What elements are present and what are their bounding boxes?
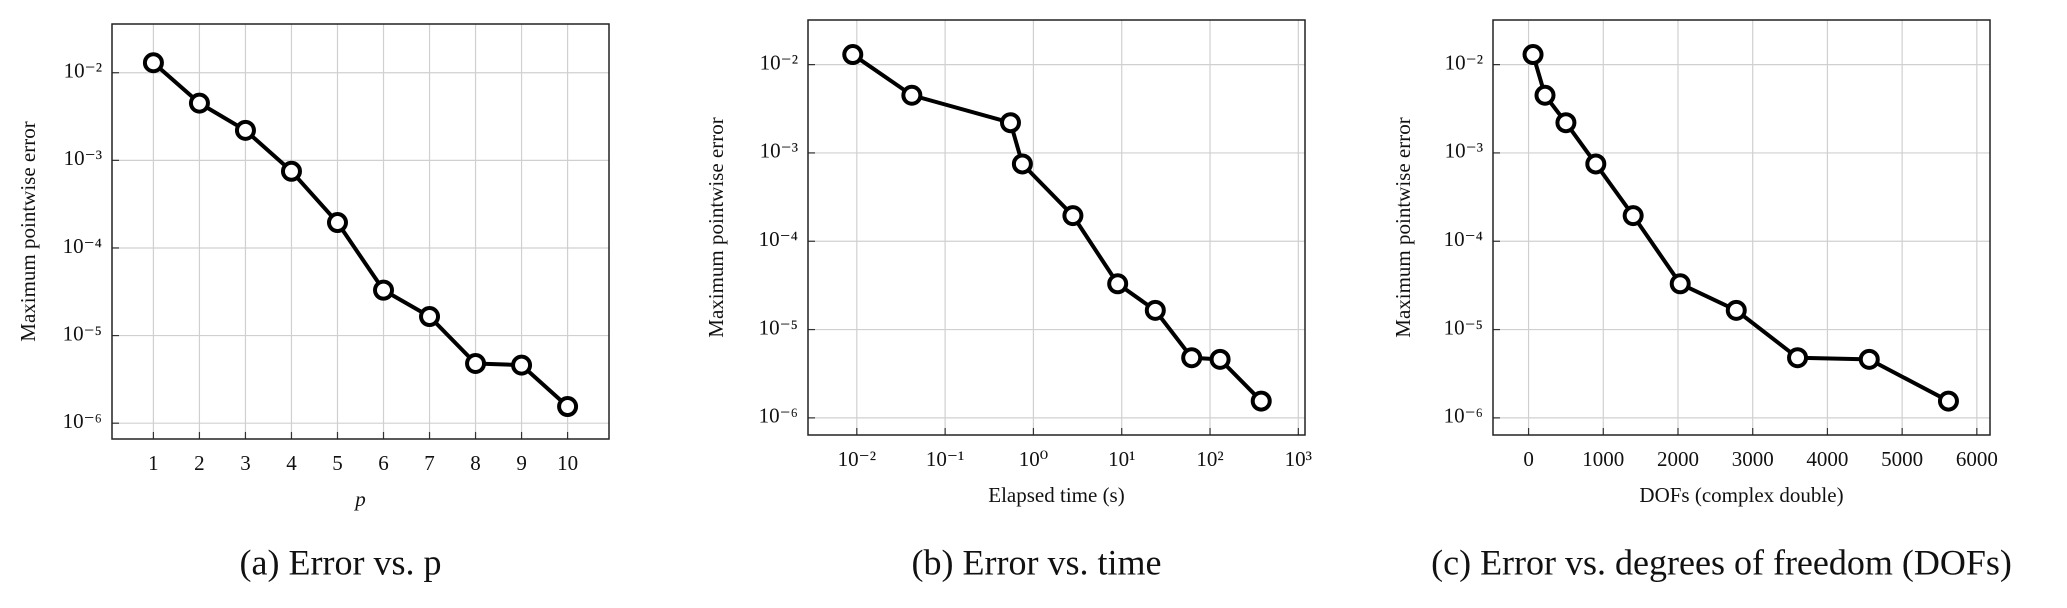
data-marker [419, 306, 441, 328]
y-tick-label: 10⁻⁵ [63, 321, 102, 345]
data-marker [1209, 348, 1231, 370]
y-tick-label: 10⁻⁴ [1444, 227, 1483, 251]
y-tick-label: 10⁻⁶ [63, 409, 102, 433]
x-axis-label: Elapsed time (s) [988, 483, 1124, 507]
data-marker [1181, 347, 1203, 369]
data-marker [1534, 84, 1556, 106]
data-marker [1725, 299, 1747, 321]
data-marker [901, 84, 923, 106]
data-marker [1107, 273, 1129, 295]
data-marker [280, 160, 302, 182]
data-marker [142, 52, 164, 74]
data-marker [557, 396, 579, 418]
y-tick-label: 10⁻³ [760, 139, 798, 163]
x-tick-label: 10 [557, 451, 578, 475]
x-tick-label: 8 [470, 451, 481, 475]
data-marker [1669, 273, 1691, 295]
y-axis-label: Maximum pointwise error [704, 117, 728, 337]
plot-frame [1492, 19, 1991, 436]
x-tick-label: 10² [1196, 447, 1223, 471]
x-tick-label: 6000 [1956, 447, 1998, 471]
data-marker [1787, 347, 1809, 369]
y-tick-label: 10⁻⁵ [759, 315, 798, 339]
x-tick-label: 1000 [1582, 447, 1624, 471]
data-line [152, 61, 569, 409]
x-tick-label: 5000 [1881, 447, 1923, 471]
data-marker [511, 354, 533, 376]
data-marker [1522, 44, 1544, 66]
x-tick-label: 4000 [1806, 447, 1848, 471]
y-axis-label: Maximum pointwise error [16, 121, 40, 341]
x-tick-label: 3 [240, 451, 251, 475]
data-marker [1144, 299, 1166, 321]
x-tick-label: 3000 [1732, 447, 1774, 471]
y-tick-label: 10⁻⁶ [1444, 404, 1483, 428]
data-marker [1858, 348, 1880, 370]
plot-frame [807, 19, 1306, 436]
data-line [1531, 53, 1950, 403]
x-tick-label: 1 [148, 451, 159, 475]
data-marker [1937, 390, 1959, 412]
y-tick-label: 10⁻⁴ [759, 227, 798, 251]
data-line [851, 52, 1263, 403]
data-marker [465, 353, 487, 375]
x-tick-label: 10¹ [1108, 447, 1135, 471]
y-axis-label: Maximum pointwise error [1391, 117, 1415, 337]
x-tick-label: 2 [194, 451, 205, 475]
caption: (a) Error vs. p [240, 542, 442, 582]
x-tick-label: 10³ [1285, 447, 1312, 471]
plot-frame [111, 23, 610, 440]
x-tick-label: 0 [1523, 447, 1534, 471]
y-tick-label: 10⁻⁵ [1444, 315, 1483, 339]
x-axis-label: DOFs (complex double) [1639, 483, 1843, 507]
data-marker [1555, 112, 1577, 134]
x-tick-label: 10⁰ [1019, 447, 1048, 471]
x-tick-label: 6 [378, 451, 389, 475]
data-marker [1585, 153, 1607, 175]
caption: (b) Error vs. time [912, 542, 1162, 582]
y-tick-label: 10⁻⁶ [759, 404, 798, 428]
x-axis-label: p [353, 487, 366, 511]
y-tick-label: 10⁻³ [1445, 139, 1483, 163]
x-tick-label: 2000 [1657, 447, 1699, 471]
data-marker [1250, 390, 1272, 412]
x-tick-label: 5 [332, 451, 343, 475]
x-tick-label: 4 [286, 451, 297, 475]
y-tick-label: 10⁻³ [64, 146, 102, 170]
data-marker [326, 212, 348, 234]
x-tick-label: 9 [516, 451, 527, 475]
data-marker [188, 92, 210, 114]
data-marker [234, 119, 256, 141]
data-marker [842, 44, 864, 66]
data-marker [1062, 205, 1084, 227]
x-tick-label: 10⁻² [838, 447, 876, 471]
caption: (c) Error vs. degrees of freedom (DOFs) [1431, 542, 2012, 582]
y-tick-label: 10⁻² [64, 59, 102, 83]
x-tick-label: 7 [424, 451, 435, 475]
y-tick-label: 10⁻² [1445, 50, 1483, 74]
y-tick-label: 10⁻² [760, 50, 798, 74]
x-tick-label: 10⁻¹ [926, 447, 964, 471]
data-marker [1011, 153, 1033, 175]
data-marker [373, 279, 395, 301]
data-marker [1622, 205, 1644, 227]
y-tick-label: 10⁻⁴ [63, 234, 102, 258]
data-marker [999, 112, 1021, 134]
